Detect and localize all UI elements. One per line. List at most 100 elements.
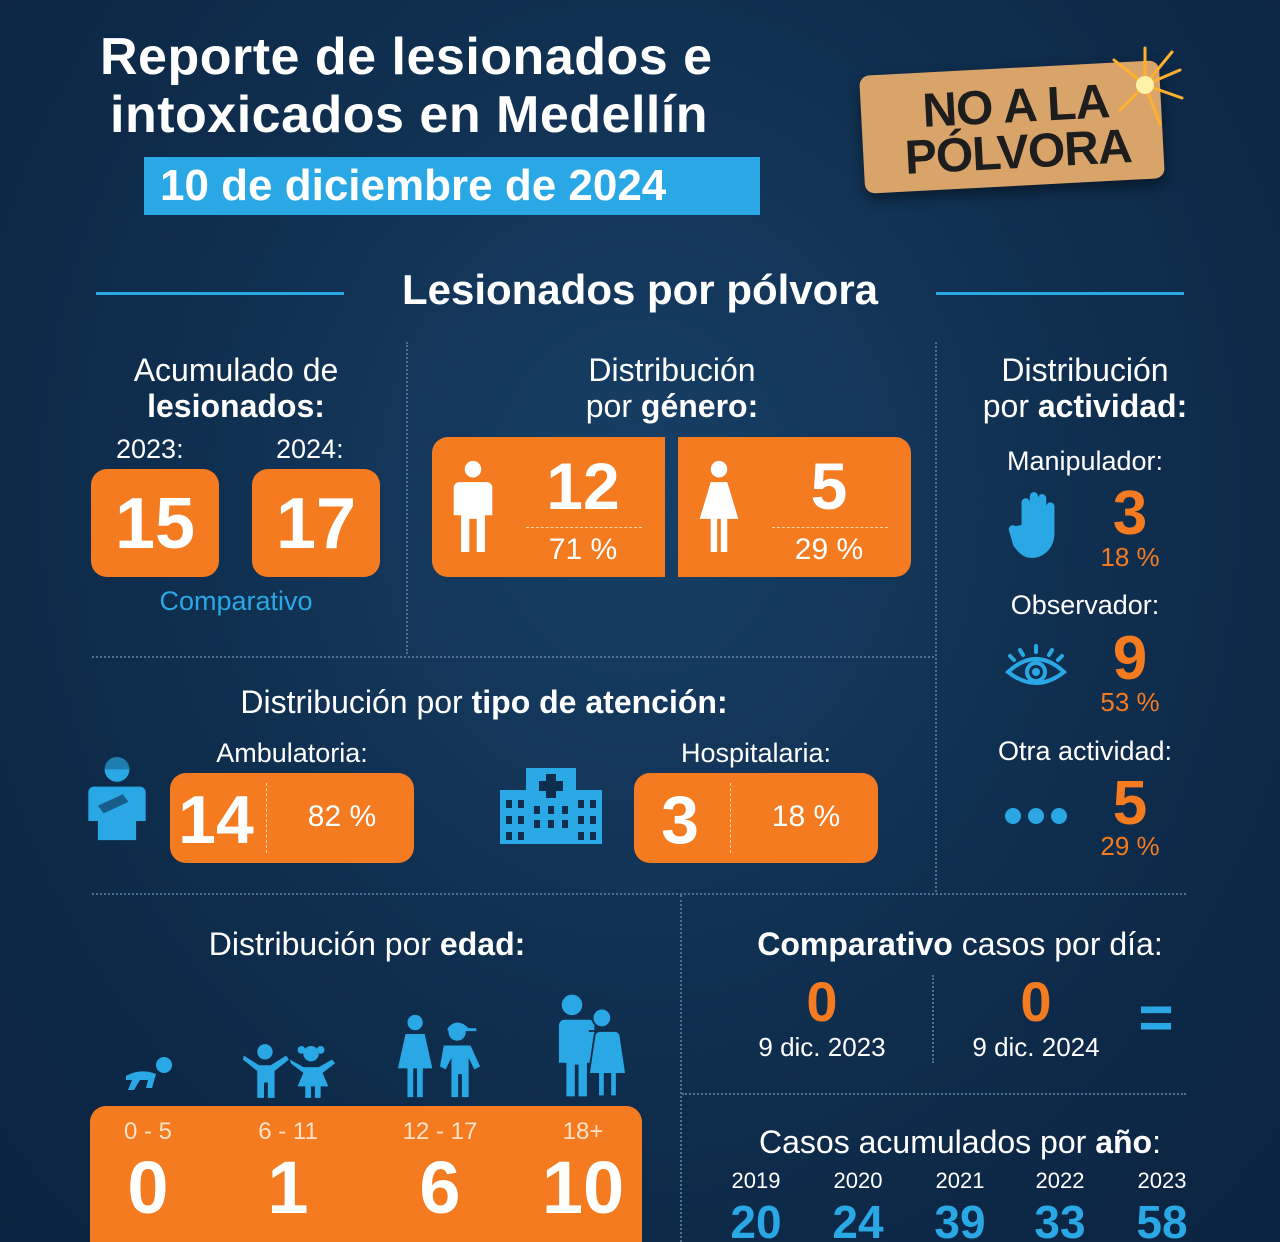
- yearly-heading-prefix: Casos acumulados por: [759, 1124, 1096, 1160]
- divider-horizontal-3: [682, 1093, 1186, 1095]
- age-heading: Distribución por edad:: [92, 926, 642, 962]
- gender-heading-prefix: por: [585, 388, 641, 424]
- activity-heading-bold: actividad:: [1037, 388, 1188, 424]
- accumulated-2024-value: 17: [275, 484, 357, 564]
- ambulatory-separator: [266, 783, 267, 853]
- activity-label-observer: Observador:: [1010, 590, 1160, 620]
- accumulated-heading-line-1: Acumulado de: [133, 352, 339, 388]
- equal-sign-icon: =: [1138, 984, 1174, 1051]
- gender-heading-line-1: Distribución: [588, 352, 756, 388]
- dots-icon: [1005, 808, 1067, 824]
- yearly-value-4: 58: [1136, 1196, 1188, 1242]
- activity-label-handler: Manipulador:: [1006, 446, 1164, 476]
- accumulated-2023-box: [91, 469, 219, 577]
- age-group-1: 6 - 11 1: [238, 1118, 338, 1230]
- hospital-icon: [500, 768, 602, 844]
- date-band: [144, 157, 760, 215]
- daily-right-date: 9 dic. 2024: [972, 1032, 1100, 1062]
- age-range-2: 12 - 17: [402, 1118, 478, 1145]
- daily-left-value: 0: [806, 970, 838, 1033]
- yearly-value-2: 39: [934, 1196, 986, 1242]
- yearly-value-1: 24: [832, 1196, 884, 1242]
- age-heading-bold: edad:: [439, 926, 526, 962]
- yearly-item-1: 2020 24: [818, 1168, 898, 1242]
- activity-label-other: Otra actividad:: [997, 736, 1173, 766]
- female-separator: [772, 527, 888, 528]
- age-box: [90, 1106, 642, 1242]
- male-percent: 71 %: [548, 533, 618, 566]
- divider-vertical-3: [680, 895, 682, 1242]
- activity-heading-line-2: por actividad:: [945, 388, 1225, 424]
- ambulatory-box: [170, 773, 414, 863]
- age-heading-prefix: Distribución por: [208, 926, 440, 962]
- yearly-item-2: 2021 39: [920, 1168, 1000, 1242]
- adults-icon: [555, 994, 628, 1098]
- yearly-year-0: 2019: [731, 1168, 781, 1193]
- hospital-percent: 18 %: [771, 800, 841, 833]
- attention-heading: Distribución por tipo de atención:: [92, 684, 876, 720]
- accumulated-2024-box: [252, 469, 380, 577]
- age-group-2: 12 - 17 6: [380, 1118, 500, 1230]
- age-group-3: 18+ 10: [520, 1118, 646, 1230]
- section-title: Lesionados por pólvora: [401, 266, 879, 313]
- age-range-3: 18+: [562, 1118, 604, 1145]
- year-2023-label: 2023:: [116, 434, 184, 464]
- yearly-value-0: 20: [730, 1196, 782, 1242]
- title-line-1: Reporte de lesionados e: [100, 28, 713, 86]
- hospital-value: 3: [661, 782, 699, 858]
- divider-vertical-4: [932, 975, 934, 1063]
- hospital-label: Hospitalaria:: [680, 738, 832, 768]
- attention-heading-bold: tipo de atención:: [471, 684, 728, 720]
- yearly-item-0: 2019 20: [716, 1168, 796, 1242]
- daily-left-date: 9 dic. 2023: [758, 1032, 886, 1062]
- teens-icon: [397, 1014, 481, 1098]
- firework-spark-icon: [1112, 46, 1184, 126]
- children-icon: [242, 1044, 336, 1098]
- activity-value-other: 5: [1112, 769, 1148, 838]
- female-icon: [699, 460, 739, 552]
- daily-heading: Comparativo casos por día:: [700, 926, 1220, 962]
- baby-icon: [126, 1057, 172, 1090]
- yearly-year-3: 2022: [1035, 1168, 1085, 1193]
- daily-right-value: 0: [1020, 970, 1052, 1033]
- male-icon: [453, 460, 493, 552]
- activity-value-handler: 3: [1112, 479, 1148, 548]
- age-value-0: 0: [127, 1146, 169, 1229]
- gender-heading-bold: género:: [640, 388, 759, 424]
- yearly-heading: Casos acumulados por año:: [700, 1124, 1220, 1160]
- divider-horizontal-2: [92, 893, 1186, 895]
- eye-icon: [1004, 644, 1068, 685]
- hospital-box: [634, 773, 878, 863]
- accumulated-caption: Comparativo: [159, 586, 313, 616]
- activity-heading-prefix: por: [982, 388, 1038, 424]
- report-date: 10 de diciembre de 2024: [160, 161, 667, 210]
- attention-heading-prefix: Distribución por: [240, 684, 472, 720]
- yearly-heading-suffix: :: [1152, 1124, 1161, 1160]
- accumulated-2023-value: 15: [114, 484, 196, 564]
- ambulatory-label: Ambulatoria:: [216, 738, 368, 768]
- patient-icon: [88, 756, 146, 841]
- age-range-1: 6 - 11: [258, 1118, 318, 1145]
- section-rule-left: [96, 292, 344, 295]
- activity-percent-observer: 53 %: [1100, 687, 1160, 717]
- yearly-year-1: 2020: [833, 1168, 883, 1193]
- male-separator: [526, 527, 642, 528]
- activity-value-observer: 9: [1112, 624, 1148, 693]
- title-line-2: intoxicados en Medellín: [110, 86, 709, 144]
- yearly-year-2: 2021: [935, 1168, 985, 1193]
- hand-icon: [1008, 492, 1055, 558]
- male-value: 12: [546, 449, 620, 523]
- ambulatory-percent: 82 %: [307, 800, 377, 833]
- yearly-item-3: 2022 33: [1020, 1168, 1100, 1242]
- age-group-0: 0 - 5 0: [98, 1118, 198, 1230]
- activity-percent-other: 29 %: [1100, 831, 1160, 861]
- gender-heading: Distribución por género:: [472, 352, 872, 424]
- accumulated-heading-line-2: lesionados:: [147, 388, 325, 424]
- yearly-value-3: 33: [1034, 1196, 1086, 1242]
- divider-vertical-2: [935, 342, 937, 892]
- age-value-1: 1: [267, 1146, 309, 1229]
- daily-heading-rest: casos por día:: [952, 926, 1163, 962]
- yearly-year-4: 2023: [1137, 1168, 1187, 1193]
- age-range-0: 0 - 5: [123, 1118, 173, 1145]
- divider-vertical-1: [406, 342, 408, 654]
